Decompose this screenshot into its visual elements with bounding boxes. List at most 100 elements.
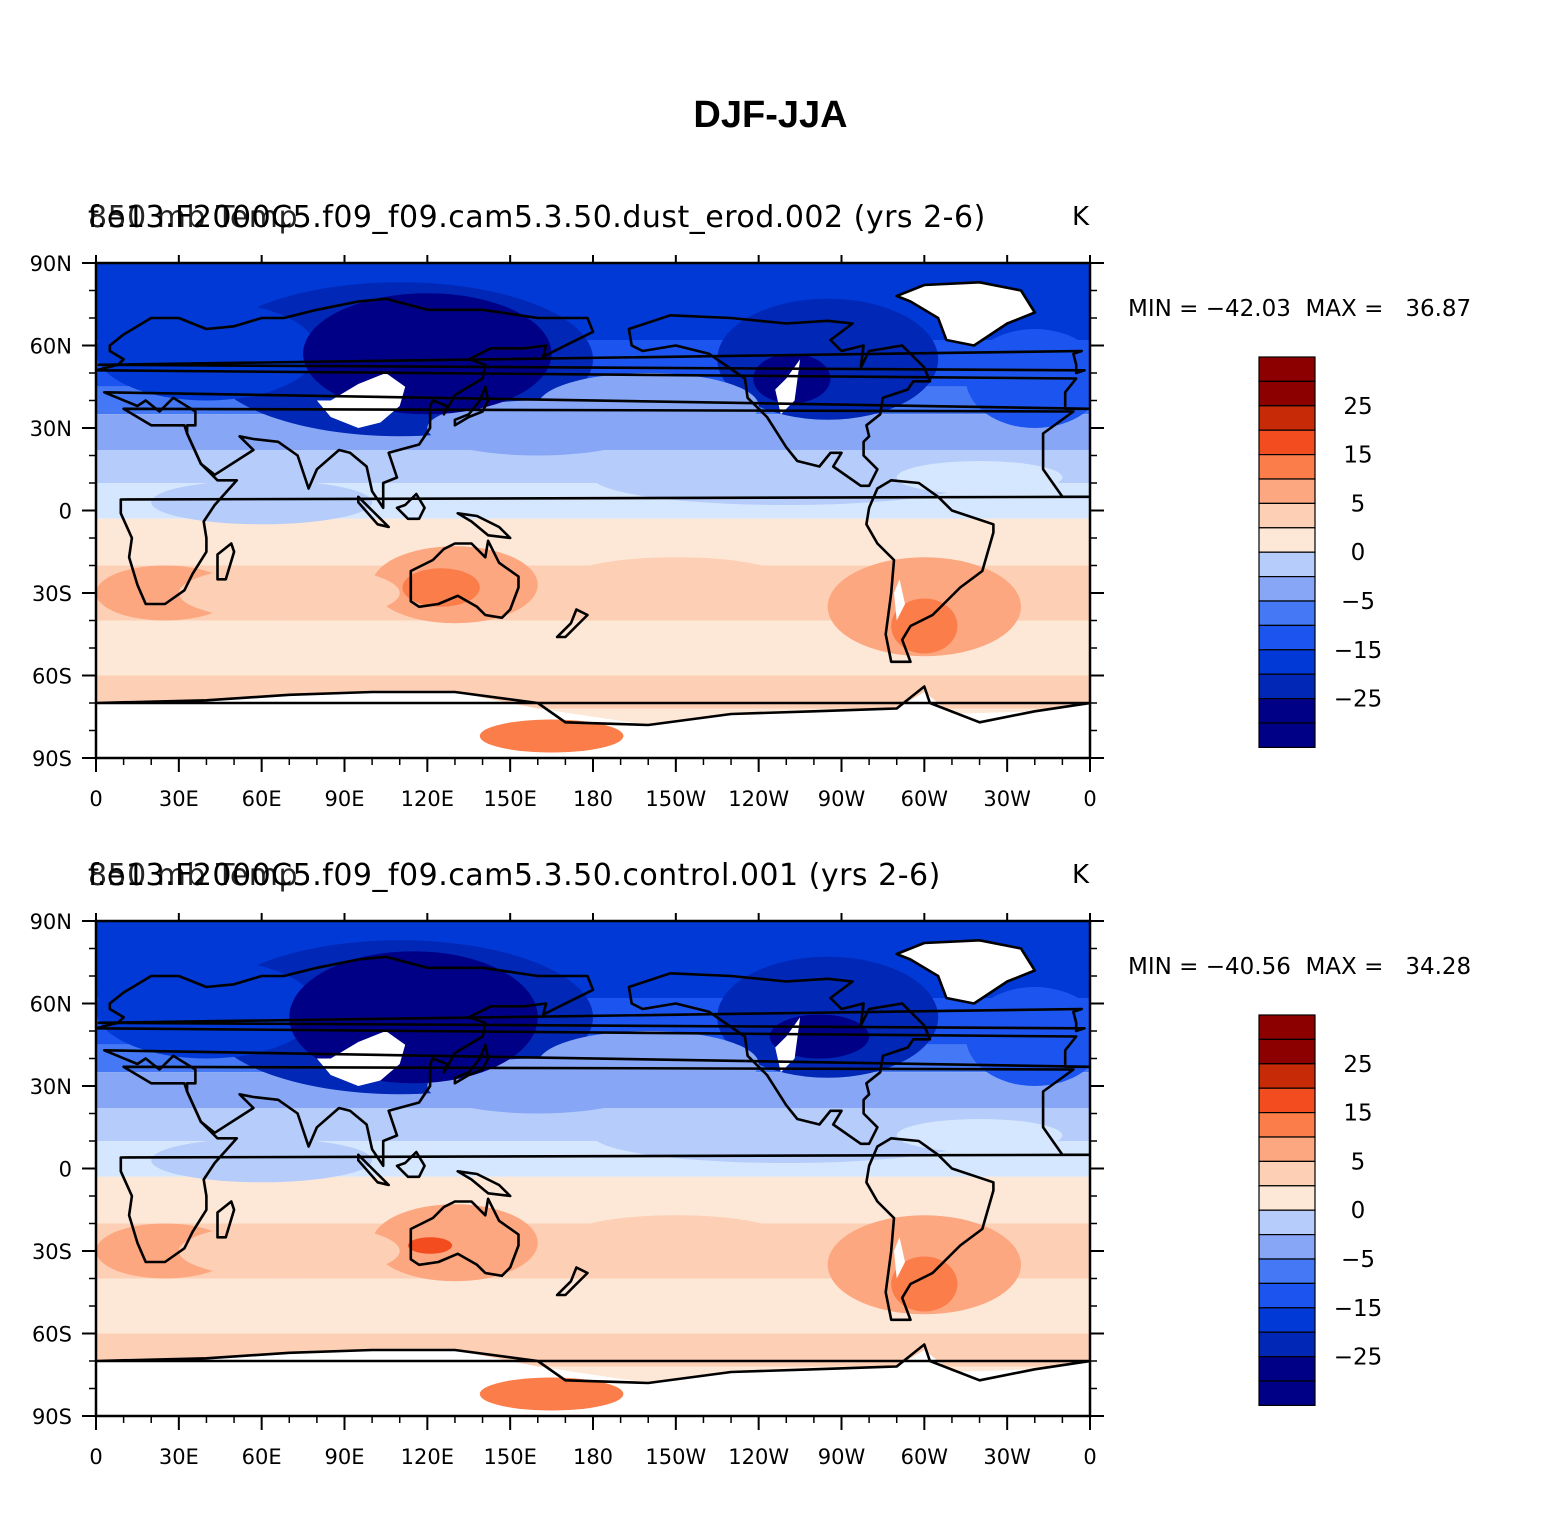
temperature-field <box>96 263 1090 758</box>
colorbar-label: −5 <box>1341 1247 1375 1273</box>
coastline-newguinea <box>456 1170 512 1198</box>
missing-data-andes <box>894 579 905 621</box>
colorbar-box <box>1258 502 1316 529</box>
colorbar-box <box>1258 1038 1316 1065</box>
coastline-namerica <box>627 314 932 488</box>
temperature-contour <box>151 480 373 525</box>
temperature-contour <box>151 1138 373 1183</box>
temperature-contour <box>96 959 317 1059</box>
y-tick-label: 0 <box>59 1158 72 1182</box>
temperature-contour <box>565 1215 787 1260</box>
y-tick-label: 30N <box>30 417 72 441</box>
colorbar: 25 15 5 0 −5 −15 −25 <box>1258 1014 1383 1406</box>
y-tick-label: 90S <box>32 1405 72 1429</box>
coastline-uk <box>97 349 1086 375</box>
missing-data-tibet <box>316 1031 406 1086</box>
panel-variable-title: 850 mb Temp <box>88 858 299 893</box>
colorbar-label: −25 <box>1334 1345 1383 1371</box>
colorbar-box <box>1258 576 1316 602</box>
coastline-australia <box>409 539 520 620</box>
missing-data-greenland <box>896 940 1035 1004</box>
panel-units: K <box>1072 202 1090 232</box>
colorbar-box <box>1258 1331 1316 1358</box>
colorbar-label: 25 <box>1343 1052 1372 1078</box>
x-tick-label: 150W <box>645 787 706 811</box>
colorbar-box <box>1258 1282 1316 1309</box>
y-tick-label: 60N <box>30 993 72 1017</box>
colorbar-box <box>1258 600 1316 626</box>
colorbar-box <box>1258 624 1316 651</box>
coastline-sumatra <box>357 1153 390 1187</box>
colorbar-box <box>1258 429 1316 456</box>
colorbar: 25 15 5 0 −5 −15 −25 <box>1258 356 1382 748</box>
x-tick-label: 120W <box>728 1445 789 1469</box>
temperature-contour <box>896 461 1063 494</box>
colorbar-box <box>1258 527 1316 553</box>
colorbar-box <box>1258 356 1316 382</box>
x-tick-label: 60W <box>901 787 949 811</box>
coastline-antarctica <box>96 1343 1090 1385</box>
temperature-contour <box>896 1119 1063 1152</box>
colorbar-label: −5 <box>1341 589 1375 615</box>
x-tick-label: 60W <box>901 1445 949 1469</box>
y-tick-label: 30N <box>30 1075 72 1099</box>
colorbar-label: 0 <box>1351 1198 1366 1224</box>
coastline-nz <box>555 608 589 639</box>
colorbar-label: 15 <box>1343 1101 1372 1127</box>
missing-data-andes <box>894 1237 905 1279</box>
coastline-japan <box>453 385 490 427</box>
colorbar-box <box>1258 722 1316 748</box>
coastline-sumatra <box>357 495 390 529</box>
min-max-text: MIN = −42.03 MAX = 36.87 <box>1128 296 1472 322</box>
coastline-greenland <box>895 939 1037 1005</box>
coastline-newguinea <box>456 511 512 540</box>
x-tick-label: 120E <box>401 787 454 811</box>
y-tick-label: 60S <box>32 665 72 689</box>
coastline-samerica <box>865 479 995 664</box>
coastline-madagascar <box>216 1200 236 1239</box>
colorbar-box <box>1258 1136 1316 1162</box>
x-tick-label: 30E <box>159 1445 199 1469</box>
temperature-contour <box>427 1058 649 1114</box>
x-tick-label: 150E <box>483 1445 536 1469</box>
temperature-contour <box>479 1377 624 1411</box>
temperature-contour <box>593 1108 980 1163</box>
colorbar-box <box>1258 1185 1316 1211</box>
y-tick-label: 60N <box>30 335 72 359</box>
colorbar-box <box>1258 1160 1316 1187</box>
temperature-contour <box>891 1256 958 1312</box>
temperature-contour <box>372 1204 538 1282</box>
colorbar-box <box>1258 698 1316 724</box>
figure-title: DJF-JJA <box>693 94 848 136</box>
colorbar-box <box>1258 1356 1316 1382</box>
x-tick-label: 30W <box>983 787 1031 811</box>
y-tick-label: 90S <box>32 747 72 771</box>
temperature-contour <box>565 557 787 602</box>
x-tick-label: 90E <box>325 787 365 811</box>
colorbar-box <box>1258 1063 1316 1089</box>
missing-data-rockies <box>775 1017 801 1073</box>
temperature-contour <box>178 1223 400 1279</box>
coastline-antarctica <box>96 685 1090 727</box>
coastline-borneo <box>395 492 426 521</box>
colorbar-box <box>1258 1234 1316 1260</box>
colorbar-label: −15 <box>1334 1296 1383 1322</box>
colorbar-box <box>1258 551 1316 578</box>
y-tick-label: 60S <box>32 1323 72 1347</box>
map-panel-control: f.e13.F2000C5.f09_f09.cam5.3.50.control.… <box>0 858 1541 1518</box>
temperature-contour <box>385 645 431 662</box>
x-tick-label: 0 <box>1083 787 1096 811</box>
x-tick-label: 90E <box>325 1445 365 1469</box>
temperature-contour <box>891 598 958 654</box>
colorbar-label: 25 <box>1343 394 1372 420</box>
x-tick-label: 0 <box>89 1445 102 1469</box>
panel-units: K <box>1072 860 1090 890</box>
colorbar-box <box>1258 673 1316 700</box>
temperature-contour <box>479 719 624 753</box>
missing-data-tibet <box>316 373 406 428</box>
x-tick-label: 180 <box>573 1445 613 1469</box>
colorbar-label: 5 <box>1351 491 1366 517</box>
coastline-greenland <box>895 281 1037 347</box>
colorbar-box <box>1258 478 1316 504</box>
colorbar-label: 0 <box>1351 540 1366 566</box>
